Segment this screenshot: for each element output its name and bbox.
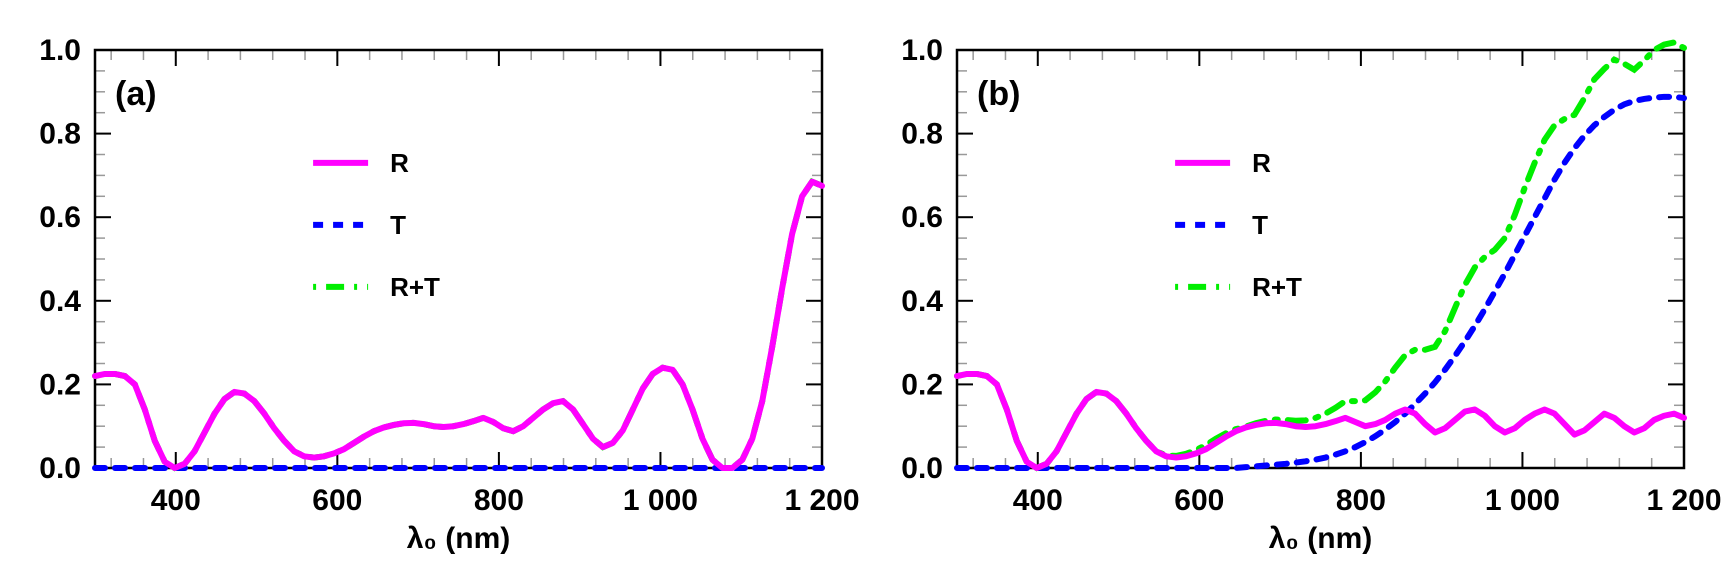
y-tick-label: 0.8 [901, 118, 943, 151]
y-tick-label: 0.4 [39, 285, 81, 318]
legend-label-t: T [390, 210, 406, 240]
legend-label-r: R [390, 148, 409, 178]
y-tick-label: 0.4 [901, 285, 943, 318]
x-axis-title: λ₀ (nm) [407, 522, 511, 555]
x-tick-label: 1 200 [784, 484, 859, 517]
plot-svg: 400 600 800 1 000 1 200 0.0 0.2 0.4 0.6 0.8 1.0 (b)… [862, 0, 1724, 563]
plot-border [95, 50, 822, 468]
plot-svg: 400 600 800 1 000 1 200 0.0 0.2 0.4 0.6 0.8 1.0 (a)… [0, 0, 862, 563]
y-tick-label: 1.0 [901, 34, 943, 67]
panel-b: 400 600 800 1 000 1 200 0.0 0.2 0.4 0.6 0.8 1.0 (b)… [862, 0, 1724, 563]
curve-R [957, 374, 1684, 468]
x-tick-label: 800 [1336, 484, 1386, 517]
y-tick-label: 0.2 [901, 368, 943, 401]
legend-label-r: R [1252, 148, 1271, 178]
x-tick-label: 600 [312, 484, 362, 517]
y-tick-label: 0.6 [901, 201, 943, 234]
curve-R [95, 182, 822, 468]
legend-label-t: T [1252, 210, 1268, 240]
y-tick-label: 0.6 [39, 201, 81, 234]
curve-T [957, 97, 1684, 468]
panel-label: (a) [115, 75, 157, 113]
y-tick-label: 0.8 [39, 118, 81, 151]
x-tick-label: 1 000 [623, 484, 698, 517]
x-tick-label: 600 [1174, 484, 1224, 517]
curve-R-plus-T [957, 42, 1684, 468]
x-axis-title: λ₀ (nm) [1269, 522, 1373, 555]
y-tick-label: 0.0 [39, 452, 81, 485]
panel-label: (b) [977, 75, 1020, 113]
x-tick-label: 1 000 [1485, 484, 1560, 517]
panel-a: 400 600 800 1 000 1 200 0.0 0.2 0.4 0.6 0.8 1.0 (a)… [0, 0, 862, 563]
legend-label-rplust: R+T [1252, 272, 1302, 302]
x-tick-label: 400 [151, 484, 201, 517]
x-tick-label: 1 200 [1646, 484, 1721, 517]
y-tick-label: 1.0 [39, 34, 81, 67]
x-tick-label: 400 [1013, 484, 1063, 517]
dual-panel-chart: 400 600 800 1 000 1 200 0.0 0.2 0.4 0.6 0.8 1.0 (a)… [0, 0, 1725, 563]
y-tick-label: 0.2 [39, 368, 81, 401]
legend-label-rplust: R+T [390, 272, 440, 302]
y-tick-label: 0.0 [901, 452, 943, 485]
x-tick-label: 800 [474, 484, 524, 517]
